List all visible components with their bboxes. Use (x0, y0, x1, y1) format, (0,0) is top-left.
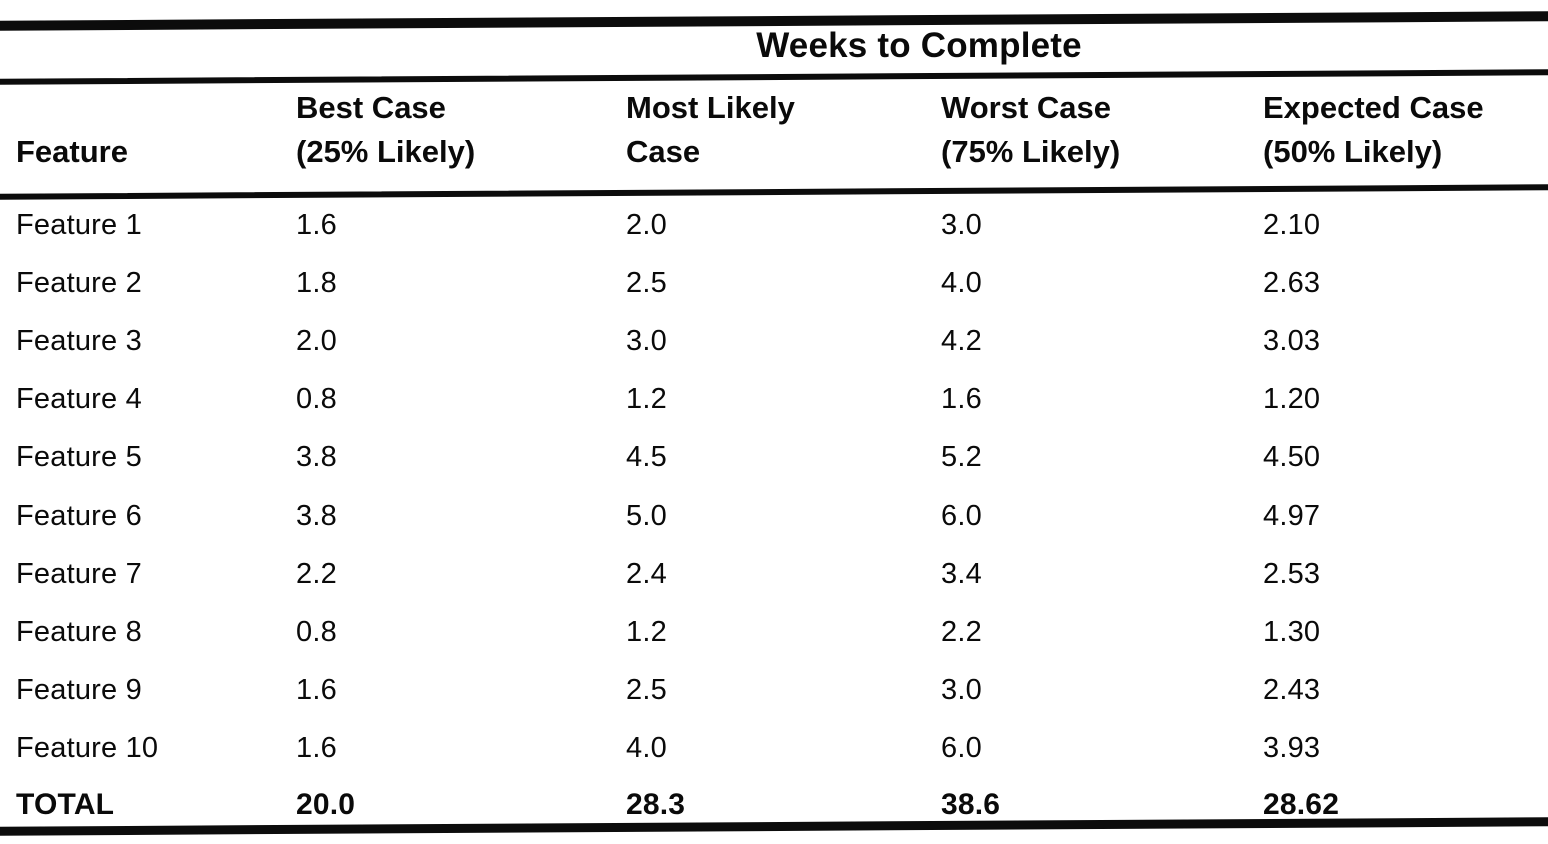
table-row: Feature 1 1.6 2.0 3.0 2.10 (0, 196, 1548, 254)
cell-expected-case: 3.93 (1263, 732, 1321, 765)
cell-total-best-case: 20.0 (296, 787, 356, 821)
table-row: Feature 7 2.2 2.4 3.4 2.53 (0, 545, 1548, 603)
column-header-best-case-label: Best Case (296, 89, 446, 125)
column-header-feature-label: Feature (16, 133, 128, 169)
cell-worst-case: 3.0 (941, 674, 982, 707)
cell-total-worst-case: 38.6 (941, 787, 1001, 821)
cell-best-case: 0.8 (296, 615, 337, 648)
table-row: Feature 6 3.8 5.0 6.0 4.97 (0, 487, 1548, 545)
cell-best-case: 1.6 (296, 674, 337, 707)
cell-expected-case: 2.53 (1263, 557, 1321, 590)
cell-feature: Feature 9 (16, 674, 142, 707)
column-header-worst-case-label: Worst Case (941, 89, 1111, 125)
cell-expected-case: 2.10 (1263, 208, 1321, 241)
cell-expected-case: 4.50 (1263, 441, 1321, 474)
cell-feature: Feature 7 (16, 557, 142, 590)
cell-feature: Feature 3 (16, 324, 142, 357)
column-header-most-likely-case: Most Likely Case (626, 86, 941, 182)
table-row: Feature 10 1.6 4.0 6.0 3.93 (0, 720, 1548, 778)
table-total-row: TOTAL 20.0 28.3 38.6 28.62 (0, 778, 1548, 832)
cell-worst-case: 5.2 (941, 441, 982, 474)
cell-most-likely-case: 2.5 (626, 674, 667, 707)
cell-best-case: 0.8 (296, 383, 337, 416)
cell-feature: Feature 1 (16, 208, 142, 241)
column-header-best-case: Best Case (25% Likely) (296, 86, 626, 182)
cell-worst-case: 6.0 (941, 732, 982, 765)
cell-feature: Feature 2 (16, 266, 142, 299)
column-header-worst-case-sublabel: (75% Likely) (941, 133, 1121, 169)
cell-most-likely-case: 3.0 (626, 324, 667, 357)
column-header-best-case-sublabel: (25% Likely) (296, 133, 476, 169)
cell-feature: Feature 4 (16, 383, 142, 416)
column-header-most-likely-case-label: Most Likely (626, 89, 795, 125)
cell-feature: Feature 5 (16, 441, 142, 474)
table-row: Feature 3 2.0 3.0 4.2 3.03 (0, 312, 1548, 370)
cell-most-likely-case: 2.5 (626, 266, 667, 299)
column-header-expected-case-sublabel: (50% Likely) (1263, 133, 1443, 169)
cell-most-likely-case: 2.4 (626, 557, 667, 590)
cell-expected-case: 1.20 (1263, 383, 1321, 416)
cell-feature: Feature 6 (16, 499, 142, 532)
cell-feature: Feature 10 (16, 732, 159, 765)
cell-expected-case: 2.63 (1263, 266, 1321, 299)
table-row: Feature 5 3.8 4.5 5.2 4.50 (0, 429, 1548, 487)
cell-total-label: TOTAL (16, 787, 115, 821)
cell-worst-case: 3.0 (941, 208, 982, 241)
cell-total-expected-case: 28.62 (1263, 787, 1340, 821)
cell-best-case: 1.8 (296, 266, 337, 299)
cell-best-case: 2.0 (296, 324, 337, 357)
table-body: Feature 1 1.6 2.0 3.0 2.10 Feature 2 1.8… (0, 196, 1548, 832)
cell-worst-case: 2.2 (941, 615, 982, 648)
cell-expected-case: 3.03 (1263, 324, 1321, 357)
cell-most-likely-case: 1.2 (626, 615, 667, 648)
cell-most-likely-case: 2.0 (626, 208, 667, 241)
table-title: Weeks to Complete (756, 26, 1082, 65)
table-row: Feature 2 1.8 2.5 4.0 2.63 (0, 254, 1548, 312)
cell-best-case: 3.8 (296, 441, 337, 474)
table-header-row: Feature Best Case (25% Likely) Most Like… (0, 82, 1548, 182)
column-header-expected-case: Expected Case (50% Likely) (1263, 86, 1548, 182)
cell-most-likely-case: 5.0 (626, 499, 667, 532)
cell-feature: Feature 8 (16, 615, 142, 648)
column-header-worst-case: Worst Case (75% Likely) (941, 86, 1263, 182)
cell-worst-case: 4.0 (941, 266, 982, 299)
cell-most-likely-case: 1.2 (626, 383, 667, 416)
cell-best-case: 2.2 (296, 557, 337, 590)
cell-most-likely-case: 4.0 (626, 732, 667, 765)
cell-worst-case: 6.0 (941, 499, 982, 532)
cell-best-case: 1.6 (296, 732, 337, 765)
table-row: Feature 8 0.8 1.2 2.2 1.30 (0, 603, 1548, 661)
table-row: Feature 9 1.6 2.5 3.0 2.43 (0, 662, 1548, 720)
column-header-most-likely-case-sublabel: Case (626, 133, 701, 169)
column-header-feature: Feature (16, 130, 296, 182)
table-row: Feature 4 0.8 1.2 1.6 1.20 (0, 371, 1548, 429)
cell-expected-case: 4.97 (1263, 499, 1321, 532)
cell-most-likely-case: 4.5 (626, 441, 667, 474)
cell-worst-case: 3.4 (941, 557, 982, 590)
cell-worst-case: 1.6 (941, 383, 982, 416)
cell-best-case: 1.6 (296, 208, 337, 241)
cell-best-case: 3.8 (296, 499, 337, 532)
cell-worst-case: 4.2 (941, 324, 982, 357)
column-header-expected-case-label: Expected Case (1263, 89, 1484, 125)
cell-expected-case: 2.43 (1263, 674, 1321, 707)
cell-expected-case: 1.30 (1263, 615, 1321, 648)
cell-total-most-likely-case: 28.3 (626, 787, 686, 821)
